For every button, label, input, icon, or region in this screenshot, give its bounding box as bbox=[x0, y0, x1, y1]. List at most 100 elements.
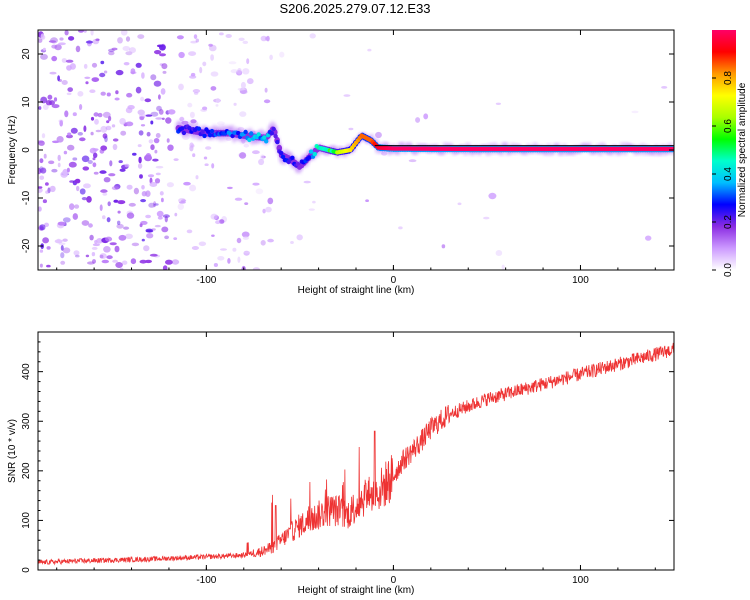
noise-speck bbox=[495, 250, 503, 256]
noise-speck bbox=[241, 231, 250, 238]
noise-speck bbox=[190, 72, 196, 77]
noise-speck bbox=[179, 116, 185, 122]
snr-ytick-label: 100 bbox=[21, 512, 32, 529]
noise-speck bbox=[488, 192, 497, 200]
ridge-core bbox=[196, 126, 202, 131]
noise-speck bbox=[140, 199, 147, 203]
noise-speck bbox=[58, 242, 66, 246]
noise-speck bbox=[85, 254, 90, 258]
noise-speck bbox=[236, 237, 242, 244]
noise-speck bbox=[183, 181, 191, 186]
noise-speck bbox=[68, 161, 77, 168]
noise-speck bbox=[111, 47, 118, 51]
noise-speck bbox=[233, 102, 237, 106]
ridge-core bbox=[290, 155, 295, 160]
noise-speck bbox=[227, 186, 233, 190]
noise-speck bbox=[296, 234, 303, 241]
noise-speck bbox=[203, 156, 208, 160]
noise-speck bbox=[38, 187, 43, 193]
noise-speck bbox=[154, 224, 161, 228]
snr-xlabel: Height of straight line (km) bbox=[298, 585, 415, 596]
noise-speck bbox=[66, 167, 70, 173]
noise-speck bbox=[155, 165, 164, 169]
noise-speck bbox=[239, 111, 247, 117]
noise-speck bbox=[92, 162, 97, 168]
noise-speck bbox=[483, 216, 490, 220]
noise-speck bbox=[77, 91, 84, 97]
colorbar-tick-label: 0.2 bbox=[723, 215, 734, 229]
noise-speck bbox=[69, 203, 75, 211]
noise-speck bbox=[59, 120, 63, 127]
ridge-core bbox=[200, 129, 205, 134]
noise-speck bbox=[198, 241, 207, 247]
noise-speck bbox=[76, 185, 80, 192]
noise-speck bbox=[135, 86, 142, 94]
noise-speck bbox=[112, 138, 119, 142]
snr-ytick-label: 0 bbox=[21, 567, 32, 573]
noise-speck bbox=[348, 127, 354, 131]
noise-speck bbox=[94, 118, 99, 125]
noise-speck bbox=[312, 200, 316, 204]
noise-speck bbox=[199, 66, 203, 74]
noise-speck bbox=[415, 117, 421, 123]
noise-speck bbox=[97, 112, 103, 118]
noise-speck bbox=[159, 44, 166, 51]
noise-speck bbox=[148, 139, 154, 144]
noise-speck bbox=[225, 34, 232, 38]
snr-ytick-label: 300 bbox=[21, 412, 32, 429]
ridge-core bbox=[236, 130, 241, 136]
noise-speck bbox=[215, 220, 221, 225]
noise-speck bbox=[67, 132, 72, 136]
noise-speck bbox=[217, 255, 225, 261]
noise-speck bbox=[153, 138, 160, 144]
noise-speck bbox=[51, 104, 60, 109]
noise-speck bbox=[239, 152, 247, 159]
noise-speck bbox=[161, 117, 165, 121]
noise-speck bbox=[144, 98, 152, 103]
noise-speck bbox=[501, 264, 505, 270]
ridge-core bbox=[269, 131, 274, 136]
ridge-core bbox=[273, 133, 278, 139]
noise-speck bbox=[73, 250, 80, 256]
ridge-core bbox=[297, 164, 303, 170]
noise-speck bbox=[267, 238, 274, 243]
noise-speck bbox=[130, 68, 136, 75]
noise-speck bbox=[46, 264, 51, 268]
noise-speck bbox=[303, 180, 311, 184]
noise-speck bbox=[38, 206, 42, 212]
noise-speck bbox=[154, 50, 162, 55]
noise-speck bbox=[51, 55, 58, 62]
noise-speck bbox=[148, 202, 156, 208]
noise-speck bbox=[100, 125, 108, 133]
noise-speck bbox=[209, 44, 217, 52]
noise-speck bbox=[100, 145, 108, 151]
ridge-core bbox=[230, 133, 235, 139]
noise-speck bbox=[74, 178, 81, 184]
noise-speck bbox=[157, 216, 163, 220]
noise-speck bbox=[147, 174, 155, 178]
noise-speck bbox=[164, 215, 168, 223]
noise-speck bbox=[109, 160, 113, 167]
noise-speck bbox=[140, 124, 146, 127]
noise-speck bbox=[66, 134, 73, 139]
noise-speck bbox=[165, 117, 172, 124]
colorbar-label: Normalized spectral amplitude bbox=[737, 82, 748, 217]
noise-speck bbox=[155, 117, 163, 120]
ridge-core bbox=[187, 125, 192, 131]
noise-speck bbox=[41, 133, 46, 139]
noise-speck bbox=[260, 240, 266, 246]
noise-speck bbox=[130, 258, 137, 265]
noise-speck bbox=[48, 160, 55, 165]
noise-speck bbox=[118, 160, 123, 164]
noise-speck bbox=[113, 199, 119, 203]
noise-speck bbox=[149, 182, 158, 187]
noise-speck bbox=[237, 68, 242, 75]
noise-speck bbox=[150, 120, 154, 125]
spectrogram-ytick-label: 10 bbox=[21, 96, 32, 108]
noise-speck bbox=[90, 116, 95, 121]
noise-speck bbox=[125, 233, 133, 239]
noise-speck bbox=[52, 140, 60, 144]
spectrogram-ytick-label: -10 bbox=[21, 190, 32, 205]
noise-speck bbox=[126, 212, 135, 219]
noise-speck bbox=[116, 223, 124, 229]
